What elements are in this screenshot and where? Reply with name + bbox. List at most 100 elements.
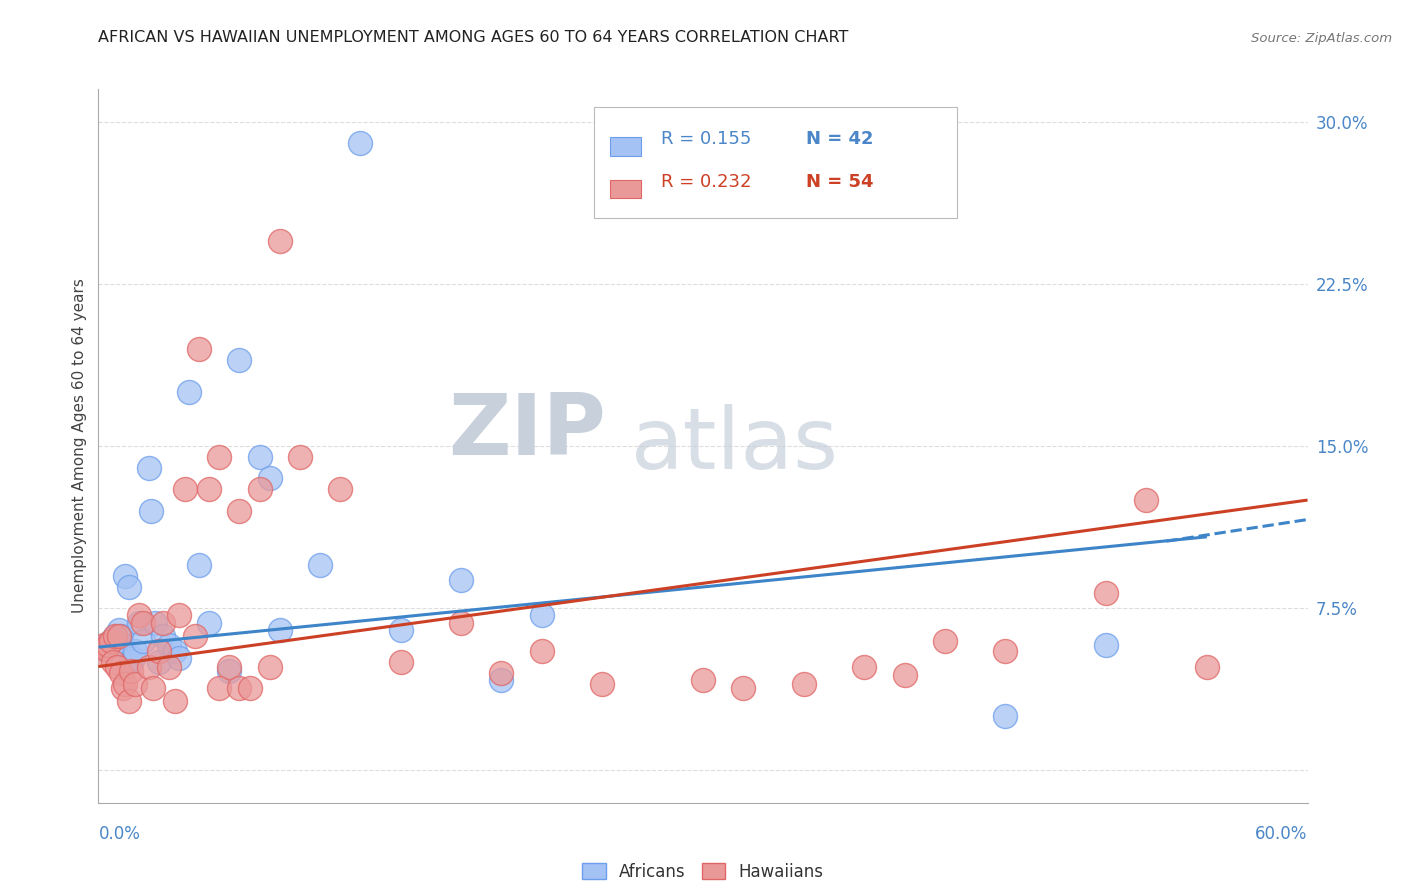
Point [934,633,956,648]
Point [118,694,141,708]
Point [198,616,221,631]
Point [157,638,180,652]
Point [491,666,513,681]
Point [152,629,174,643]
Point [107,629,129,643]
Point [184,629,207,643]
Point [152,616,174,631]
Point [120,664,142,678]
Point [96,638,118,652]
Point [188,558,211,572]
Point [389,655,412,669]
Point [124,677,146,691]
Text: N = 42: N = 42 [806,130,873,148]
Point [163,644,186,658]
Point [148,644,170,658]
Text: ZIP: ZIP [449,390,606,474]
Point [167,651,190,665]
Point [111,638,134,652]
Text: atlas: atlas [630,404,838,488]
Point [111,681,134,696]
Point [259,659,281,673]
Point [994,644,1017,658]
Point [198,482,221,496]
Point [249,450,271,464]
Point [105,659,128,673]
Point [128,616,150,631]
Y-axis label: Unemployment Among Ages 60 to 64 years: Unemployment Among Ages 60 to 64 years [72,278,87,614]
Point [101,638,124,652]
Point [491,673,513,687]
Text: AFRICAN VS HAWAIIAN UNEMPLOYMENT AMONG AGES 60 TO 64 YEARS CORRELATION CHART: AFRICAN VS HAWAIIAN UNEMPLOYMENT AMONG A… [98,29,849,45]
Point [100,633,122,648]
Point [228,504,250,518]
Point [1095,586,1118,600]
Point [208,681,231,696]
Point [591,677,613,691]
Point [110,629,132,643]
Point [93,642,115,657]
Point [994,709,1017,723]
FancyBboxPatch shape [610,180,641,198]
Text: 60.0%: 60.0% [1256,825,1308,843]
Point [120,655,142,669]
Point [142,681,165,696]
Point [218,664,240,678]
Point [288,450,311,464]
Point [329,482,352,496]
Point [1135,493,1157,508]
Point [91,647,114,661]
Point [96,642,118,657]
Point [118,580,141,594]
Point [167,607,190,622]
Legend: Africans, Hawaiians: Africans, Hawaiians [575,856,831,888]
Point [218,659,240,673]
Point [138,659,160,673]
Point [208,450,231,464]
Point [124,644,146,658]
Text: Source: ZipAtlas.com: Source: ZipAtlas.com [1251,31,1392,45]
Text: 0.0%: 0.0% [98,825,141,843]
Point [269,623,291,637]
Text: R = 0.232: R = 0.232 [661,173,751,191]
Point [269,234,291,248]
Point [114,677,136,691]
Point [249,482,271,496]
Point [101,655,124,669]
Point [139,504,162,518]
Point [1095,638,1118,652]
Point [309,558,332,572]
Point [1195,659,1218,673]
Point [228,681,250,696]
Point [114,568,136,582]
Point [132,633,155,648]
Point [853,659,876,673]
Point [143,616,166,631]
FancyBboxPatch shape [610,137,641,155]
Point [177,384,201,399]
Point [157,659,180,673]
Point [132,616,155,631]
Point [450,573,472,587]
FancyBboxPatch shape [595,107,957,218]
Point [259,471,281,485]
Point [692,673,714,687]
Point [228,352,250,367]
Point [450,616,472,631]
Text: N = 54: N = 54 [806,173,873,191]
Point [121,651,143,665]
Point [793,677,815,691]
Point [349,136,371,151]
Point [105,633,128,648]
Point [97,638,120,652]
Point [100,633,122,648]
Point [128,607,150,622]
Point [110,666,132,681]
Point [239,681,262,696]
Text: R = 0.155: R = 0.155 [661,130,751,148]
Point [530,607,553,622]
Point [389,623,412,637]
Point [107,623,129,637]
Point [93,638,115,652]
Point [893,668,915,682]
